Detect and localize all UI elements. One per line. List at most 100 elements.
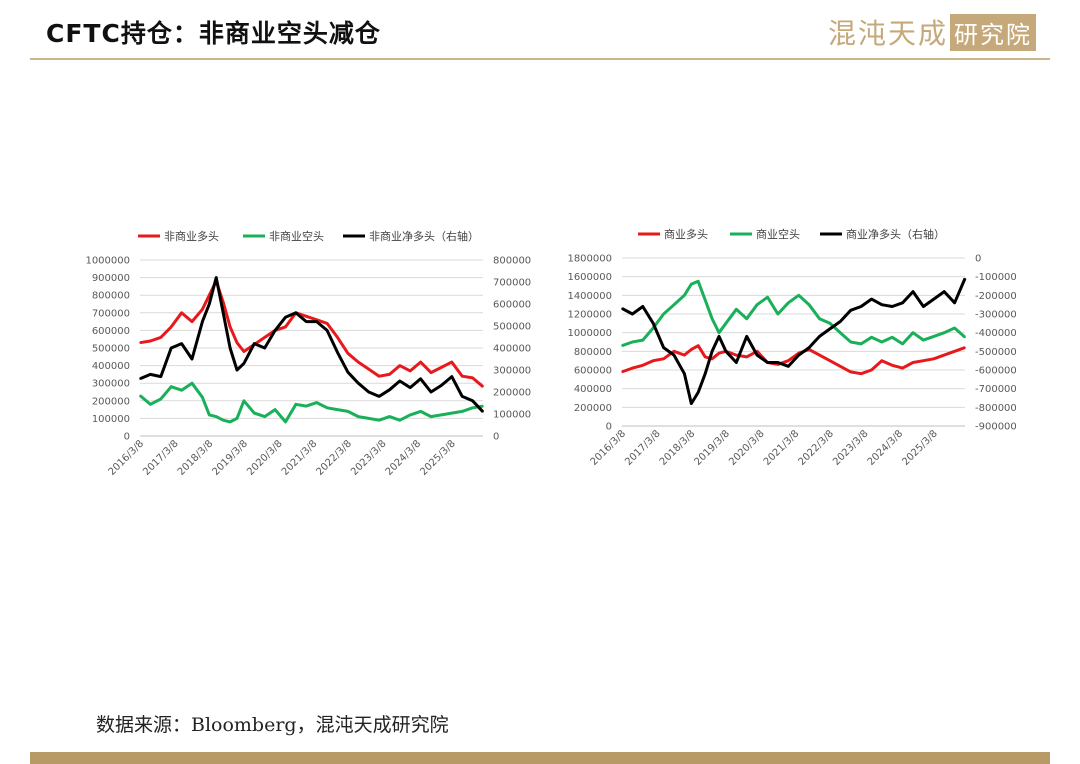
data-point bbox=[208, 294, 211, 297]
data-point bbox=[253, 342, 256, 345]
x-tick-label: 2018/3/8 bbox=[176, 438, 216, 478]
data-point bbox=[305, 320, 308, 323]
data-point bbox=[399, 419, 401, 421]
y-left-tick-label: 800000 bbox=[92, 291, 130, 302]
y-right-tick-label: 500000 bbox=[493, 322, 531, 333]
data-point bbox=[229, 421, 231, 423]
data-point bbox=[347, 371, 349, 374]
data-point bbox=[388, 373, 391, 376]
data-point bbox=[208, 303, 211, 305]
data-point bbox=[326, 407, 328, 409]
data-point bbox=[409, 370, 412, 372]
data-point bbox=[419, 361, 422, 363]
data-point bbox=[201, 308, 204, 311]
data-point bbox=[263, 415, 266, 418]
data-point bbox=[139, 378, 141, 380]
data-point bbox=[367, 368, 370, 370]
y-left-tick-label: 400000 bbox=[92, 361, 130, 372]
y-left-tick-label: 600000 bbox=[92, 326, 130, 337]
data-point bbox=[388, 389, 391, 391]
data-point bbox=[243, 362, 245, 365]
data-point bbox=[461, 410, 464, 413]
data-point bbox=[180, 312, 183, 314]
y-right-tick-label: 0 bbox=[493, 432, 499, 443]
y-left-tick-label: 500000 bbox=[92, 344, 130, 355]
header-divider bbox=[30, 58, 1050, 60]
y-left-tick-label: 100000 bbox=[92, 414, 130, 425]
logo-box: 研究院 bbox=[950, 13, 1037, 51]
data-point bbox=[388, 415, 391, 418]
data-point bbox=[409, 386, 412, 389]
data-point bbox=[326, 322, 328, 325]
data-point bbox=[399, 380, 401, 382]
data-point bbox=[440, 366, 443, 369]
brand-logo: 混沌天成 研究院 bbox=[828, 13, 1037, 51]
data-point bbox=[430, 415, 432, 418]
y-right-tick-label: 200000 bbox=[493, 388, 531, 399]
data-point bbox=[440, 414, 443, 416]
data-point bbox=[305, 315, 308, 318]
data-point bbox=[222, 419, 224, 421]
x-tick-label: 2024/3/8 bbox=[384, 438, 424, 478]
data-point bbox=[378, 395, 380, 398]
data-point bbox=[159, 398, 162, 400]
data-point bbox=[236, 417, 238, 420]
x-tick-label: 2017/3/8 bbox=[141, 438, 181, 478]
data-point bbox=[471, 400, 474, 402]
data-point bbox=[295, 403, 297, 406]
y-right-tick-label: 300000 bbox=[493, 366, 531, 377]
data-point bbox=[180, 389, 183, 392]
data-point bbox=[357, 415, 360, 418]
y-right-tick-label: 800000 bbox=[493, 256, 531, 267]
data-point bbox=[222, 301, 224, 304]
data-point bbox=[170, 385, 172, 388]
data-point bbox=[305, 405, 308, 407]
data-point bbox=[243, 350, 245, 353]
data-point bbox=[180, 342, 183, 345]
data-point bbox=[229, 347, 231, 349]
data-point bbox=[315, 320, 318, 323]
y-left-tick-label: 1000000 bbox=[85, 256, 130, 267]
data-point bbox=[139, 341, 141, 344]
y-left-tick-label: 900000 bbox=[92, 273, 130, 284]
data-point bbox=[419, 378, 422, 380]
data-point bbox=[357, 361, 360, 363]
data-point bbox=[243, 400, 245, 402]
data-point bbox=[284, 316, 287, 319]
data-point bbox=[347, 410, 349, 413]
data-point bbox=[170, 326, 172, 328]
data-point bbox=[191, 382, 193, 385]
data-point bbox=[399, 364, 401, 367]
data-point bbox=[208, 414, 211, 416]
data-point bbox=[236, 369, 238, 371]
legend-label: 非商业空头 bbox=[269, 229, 324, 243]
footer-bar bbox=[30, 752, 1050, 764]
data-point bbox=[284, 421, 287, 423]
page-title: CFTC持仓：非商业空头减仓 bbox=[46, 19, 381, 48]
y-left-tick-label: 700000 bbox=[92, 308, 130, 319]
data-point bbox=[336, 351, 339, 354]
data-point bbox=[159, 375, 162, 378]
data-point bbox=[451, 375, 453, 378]
data-point bbox=[378, 419, 380, 421]
data-point bbox=[378, 375, 380, 377]
data-point bbox=[315, 401, 318, 404]
data-point bbox=[367, 391, 370, 393]
data-point bbox=[295, 312, 297, 314]
series-line bbox=[139, 276, 485, 413]
x-tick-label: 2021/3/8 bbox=[280, 438, 320, 478]
data-point bbox=[191, 358, 193, 360]
x-tick-label: 2019/3/8 bbox=[211, 438, 251, 478]
data-point bbox=[149, 340, 152, 342]
legend-label: 非商业净多头（右轴） bbox=[369, 229, 479, 243]
data-point bbox=[409, 414, 412, 416]
data-point bbox=[336, 336, 339, 339]
data-point bbox=[263, 347, 266, 349]
x-tick-label: 2025/3/8 bbox=[418, 438, 458, 478]
series-line bbox=[139, 381, 484, 424]
data-point bbox=[326, 329, 328, 332]
y-right-tick-label: 700000 bbox=[493, 278, 531, 289]
data-point bbox=[461, 395, 464, 398]
data-point bbox=[139, 394, 141, 397]
data-point bbox=[191, 320, 193, 323]
